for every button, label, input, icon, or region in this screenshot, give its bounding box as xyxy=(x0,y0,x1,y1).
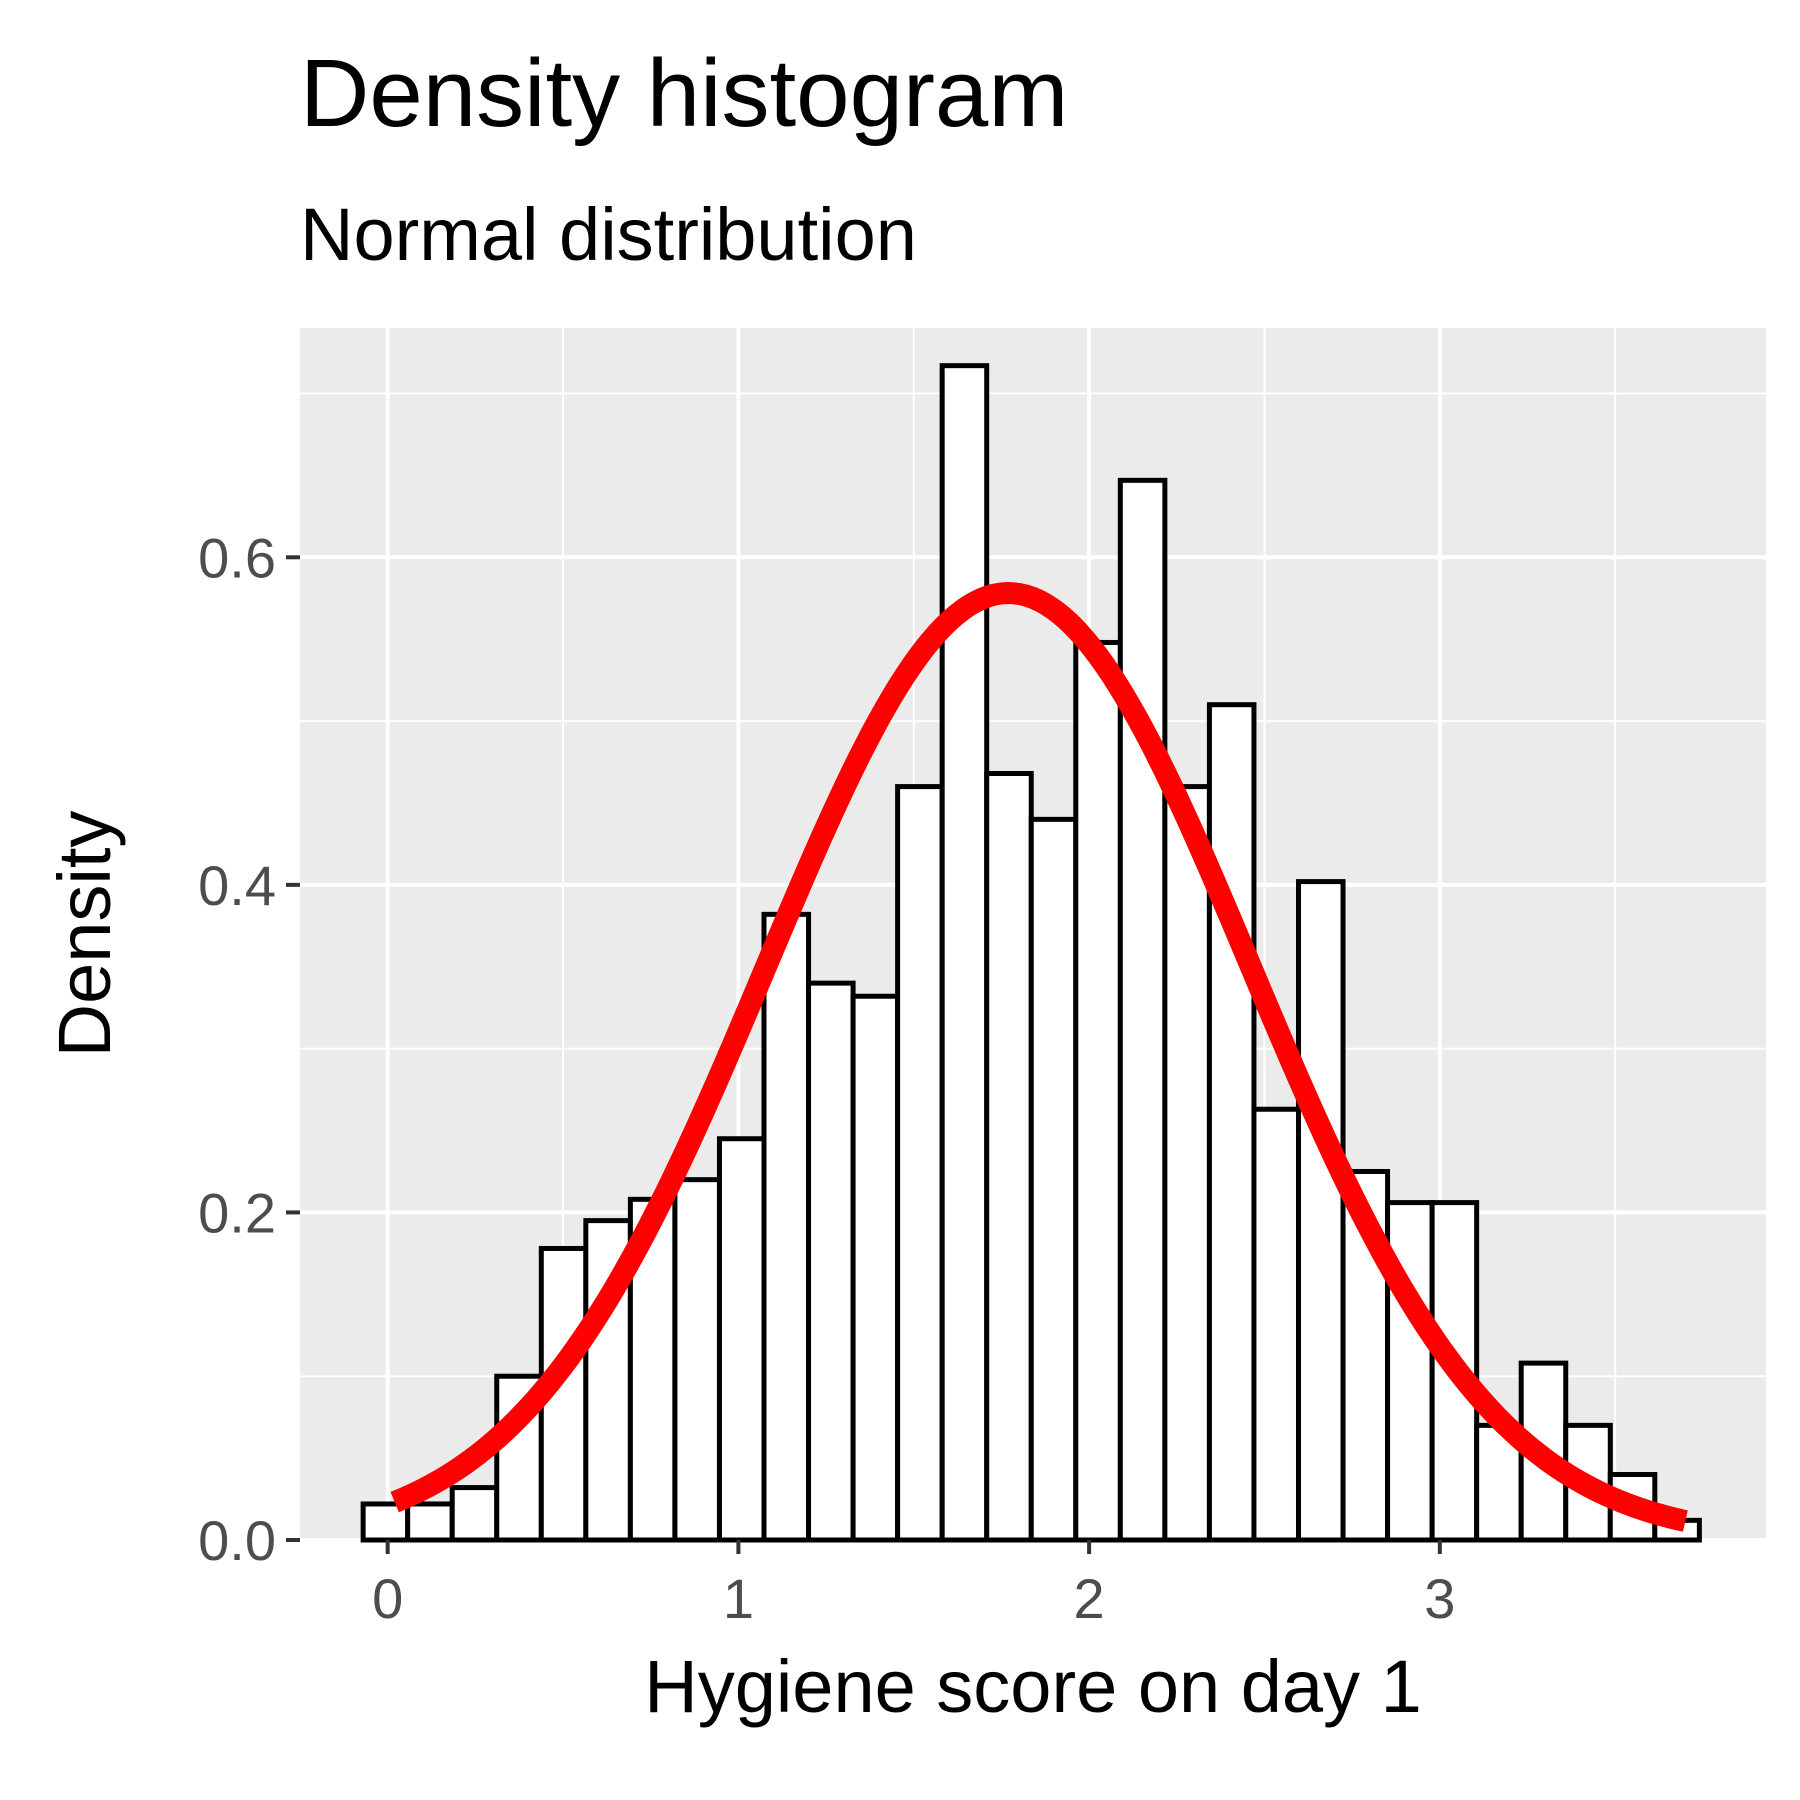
histogram-bar xyxy=(984,770,1034,1543)
y-tick-label: 0.6 xyxy=(198,526,276,589)
x-tick-label: 1 xyxy=(723,1567,754,1630)
x-tick-label: 0 xyxy=(372,1567,403,1630)
histogram-bar xyxy=(806,980,856,1543)
histogram-bar xyxy=(1117,477,1168,1543)
histogram-bar xyxy=(1073,639,1123,1543)
y-tick-label: 0.2 xyxy=(198,1181,276,1244)
chart-title: Density histogram xyxy=(300,40,1068,147)
x-tick-label: 3 xyxy=(1424,1567,1455,1630)
chart-subtitle: Normal distribution xyxy=(300,193,917,276)
histogram-bar xyxy=(1206,702,1257,1543)
histogram-bar xyxy=(850,993,901,1543)
y-axis-ticks: 0.0 0.2 0.4 0.6 xyxy=(198,526,300,1572)
histogram-bar xyxy=(939,363,990,1543)
histogram-bar xyxy=(449,1485,500,1543)
y-tick-label: 0.4 xyxy=(198,854,276,917)
histogram-bars xyxy=(360,363,1702,1543)
histogram-bar xyxy=(1028,816,1079,1543)
histogram-bar xyxy=(761,911,812,1543)
histogram-bar xyxy=(716,1136,767,1543)
x-axis-title: Hygiene score on day 1 xyxy=(644,1645,1421,1728)
histogram-bar xyxy=(895,784,945,1543)
normal-density-curve xyxy=(390,582,1690,1532)
x-axis-ticks: 0 1 2 3 xyxy=(372,1540,1455,1630)
histogram-bar xyxy=(1162,784,1212,1543)
x-tick-label: 2 xyxy=(1074,1567,1105,1630)
histogram-bar xyxy=(1251,1106,1301,1543)
histogram-bar xyxy=(1295,879,1346,1543)
y-tick-label: 0.0 xyxy=(198,1509,276,1572)
histogram-bar xyxy=(672,1177,722,1543)
y-axis-title: Density xyxy=(43,811,126,1058)
histogram-bar xyxy=(405,1501,455,1543)
